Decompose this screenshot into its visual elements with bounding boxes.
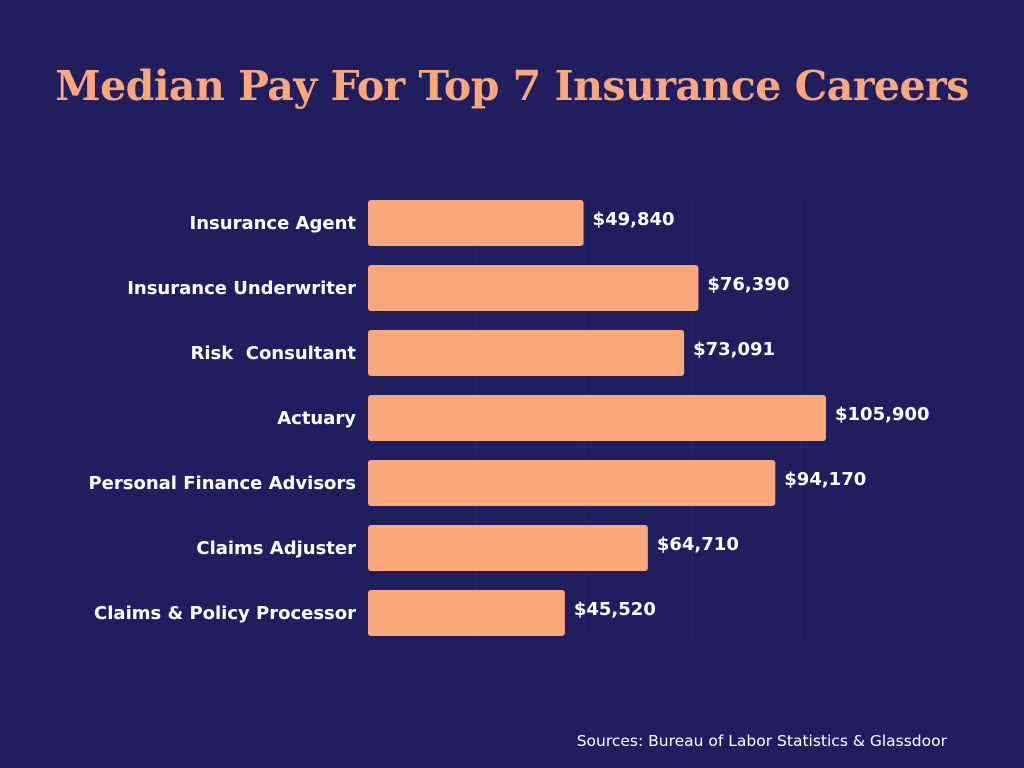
source-note: Sources: Bureau of Labor Statistics & Gl… (576, 732, 947, 750)
value-label: $73,091 (693, 339, 775, 360)
value-label: $49,840 (593, 209, 675, 230)
value-label: $64,710 (657, 534, 739, 555)
category-label: Personal Finance Advisors (88, 473, 356, 494)
value-labels: $49,840 $76,390 $73,091 $105,900 $94,170 $64,… (574, 209, 930, 620)
bar (368, 590, 565, 636)
category-labels: Insurance Agent Insurance Underwriter Risk… (88, 213, 356, 624)
bar (368, 460, 776, 506)
bar (368, 330, 685, 376)
value-label: $105,900 (835, 404, 930, 425)
category-label: Insurance Underwriter (127, 278, 356, 299)
category-label: Actuary (277, 408, 356, 429)
bar (368, 200, 584, 246)
bar (368, 395, 826, 441)
value-label: $94,170 (784, 469, 866, 490)
bars (368, 200, 826, 636)
bar-chart: Insurance Agent Insurance Underwriter Risk… (88, 198, 930, 638)
value-label: $45,520 (574, 599, 656, 620)
bar (368, 265, 699, 311)
category-label: Insurance Agent (190, 213, 357, 234)
bar (368, 525, 648, 571)
category-label: Risk Consultant (190, 343, 356, 364)
category-label: Claims Adjuster (196, 538, 356, 559)
value-label: $76,390 (707, 274, 789, 295)
category-label: Claims & Policy Processor (94, 603, 356, 624)
chart-title: Median Pay For Top 7 Insurance Careers (55, 62, 969, 110)
